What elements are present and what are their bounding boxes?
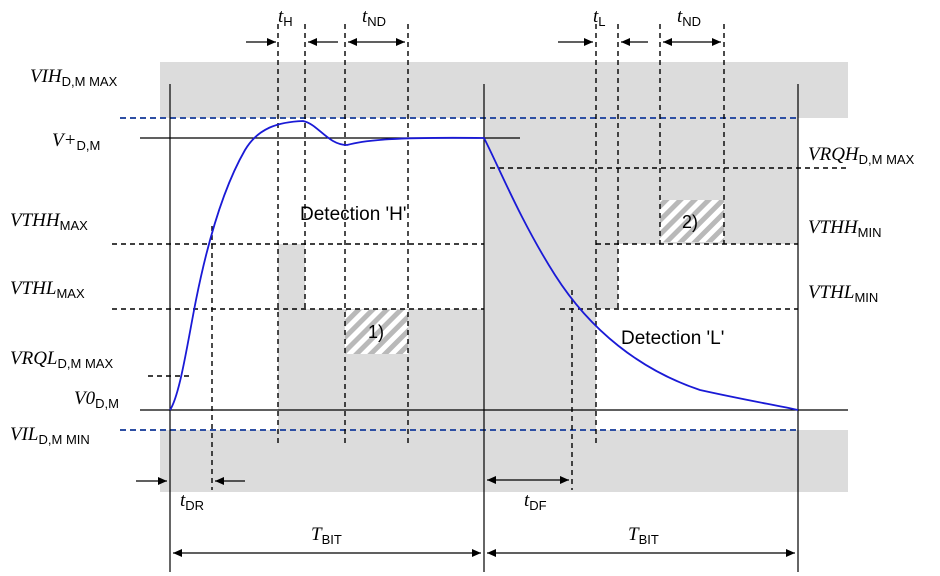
region-vthh-band xyxy=(596,244,618,309)
label-t-dr: tDR xyxy=(180,490,204,513)
right-level-labels: VRQHD,M MAX VTHHMIN VTHLMIN xyxy=(808,144,915,305)
label-vthh-max: VTHHMAX xyxy=(10,210,88,233)
note-1-label: 1) xyxy=(368,322,384,342)
shaded-regions xyxy=(160,62,848,492)
label-vrql: VRQLD,M MAX xyxy=(10,348,113,371)
label-t-df: tDF xyxy=(524,490,547,513)
region-labels: Detection 'H' Detection 'L' 1) 2) xyxy=(300,204,724,349)
region-vrqh-left xyxy=(596,118,618,244)
label-vih: VIHD,M MAX xyxy=(30,66,118,89)
label-v0: V0D,M xyxy=(74,388,119,411)
detection-h-label: Detection 'H' xyxy=(300,204,407,225)
label-t-nd-1: tND xyxy=(362,6,386,29)
label-vrqh: VRQHD,M MAX xyxy=(808,144,915,167)
left-level-labels: VIHD,M MAX V+D,M VTHHMAX VTHLMAX VRQLD,M… xyxy=(10,66,119,447)
detection-l-label: Detection 'L' xyxy=(621,328,724,349)
region-after-edge xyxy=(484,118,596,430)
hatched-box-1 xyxy=(345,310,408,354)
label-t-nd-2: tND xyxy=(677,6,701,29)
label-vthl-min: VTHLMIN xyxy=(808,282,878,305)
signal-curve xyxy=(169,120,799,411)
label-t-h: tH xyxy=(278,6,293,29)
vertical-lines xyxy=(169,24,799,572)
hatched-box-2 xyxy=(660,200,724,242)
region-h-threshold xyxy=(278,244,305,309)
label-vthh-min: VTHHMIN xyxy=(808,217,881,240)
label-vil: VILD,M MIN xyxy=(10,424,90,447)
note-2-label: 2) xyxy=(682,212,698,232)
label-t-l: tL xyxy=(593,6,606,29)
region-above-vih xyxy=(160,62,848,118)
timing-labels: tH tND tL tND tDR tDF TBIT TBIT xyxy=(180,6,701,547)
timing-arrows xyxy=(136,38,795,557)
label-vplus: V+D,M xyxy=(52,130,100,153)
label-t-bit-2: TBIT xyxy=(628,524,659,547)
region-below-vil xyxy=(160,430,848,492)
label-vthl-max: VTHLMAX xyxy=(10,278,85,301)
label-t-bit-1: TBIT xyxy=(311,524,342,547)
